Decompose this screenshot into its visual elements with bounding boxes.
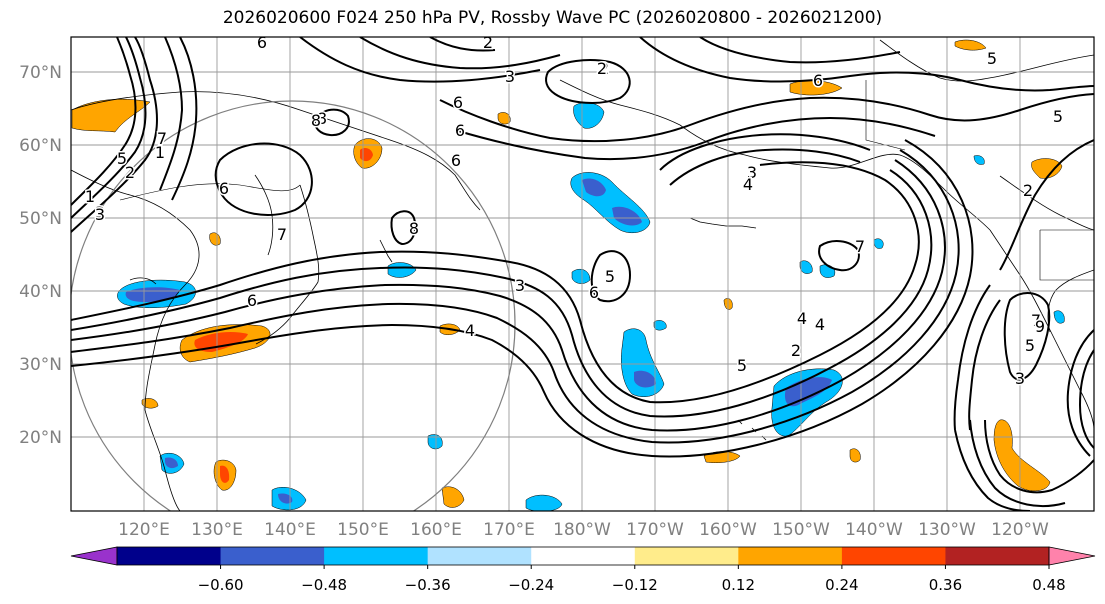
contour-label: 1 bbox=[85, 187, 95, 206]
contour-label: 3 bbox=[515, 276, 525, 295]
lat-label-70: 70°N bbox=[19, 63, 62, 83]
colorbar-tick-label: −0.24 bbox=[508, 576, 554, 594]
colorbar-cell bbox=[220, 547, 325, 565]
colorbar-tick-label: −0.60 bbox=[198, 576, 244, 594]
contour-label: 1 bbox=[155, 143, 165, 162]
lon-label-130w: 130°W bbox=[918, 520, 976, 540]
plot-frame bbox=[70, 36, 1095, 512]
colorbar-tick-label: 0.48 bbox=[1032, 576, 1065, 594]
colorbar-extend-low bbox=[70, 546, 118, 566]
contour-label: 2 bbox=[1023, 181, 1033, 200]
contour-label: 6 bbox=[451, 151, 461, 170]
contour-label: 3 bbox=[1015, 369, 1025, 388]
lon-label-140w: 140°W bbox=[845, 520, 903, 540]
contour-label: 9 bbox=[1035, 317, 1045, 336]
colorbar-cell bbox=[427, 547, 532, 565]
contour-label: 7 bbox=[1031, 311, 1041, 330]
lat-label-60: 60°N bbox=[19, 136, 62, 156]
lon-label-120e: 120°E bbox=[118, 520, 170, 540]
longitude-labels: 120°E 130°E 140°E 150°E 160°E 170°E 180°… bbox=[118, 520, 1049, 540]
contour-label: 5 bbox=[117, 149, 127, 168]
contour-label: 6 bbox=[247, 291, 257, 310]
lon-label-140e: 140°E bbox=[264, 520, 316, 540]
contour-label: 6 bbox=[257, 33, 267, 52]
contour-label: 6 bbox=[589, 283, 599, 302]
colorbar-cell bbox=[324, 547, 429, 565]
contour-label: 3 bbox=[95, 205, 105, 224]
lon-label-160w: 160°W bbox=[699, 520, 757, 540]
lon-label-150e: 150°E bbox=[337, 520, 389, 540]
colorbar-cell bbox=[531, 547, 636, 565]
colorbar-tick-label: −0.48 bbox=[301, 576, 347, 594]
colorbar-extend-high bbox=[1048, 546, 1096, 566]
colorbar-cell bbox=[841, 547, 946, 565]
colorbar-cell bbox=[117, 547, 222, 565]
contour-label: 2 bbox=[599, 59, 609, 78]
colorbar-cell bbox=[738, 547, 843, 565]
colorbar-frame bbox=[116, 546, 1050, 566]
contour-label: 5 bbox=[987, 49, 997, 68]
contour-label: 3 bbox=[505, 67, 515, 86]
lon-label-160e: 160°E bbox=[410, 520, 462, 540]
colorbar: −0.60 −0.48 −0.36 −0.24 −0.12 0.12 0.24 0.36 0.4… bbox=[70, 546, 1096, 594]
contour-label: 2 bbox=[483, 33, 493, 52]
contour-label: 2 bbox=[791, 341, 801, 360]
colorbar-tick-label: −0.12 bbox=[612, 576, 658, 594]
latitude-labels: 70°N 60°N 50°N 40°N 30°N 20°N bbox=[19, 63, 62, 448]
lon-label-180w: 180°W bbox=[553, 520, 611, 540]
contour-label: 4 bbox=[797, 309, 807, 328]
colorbar-cell bbox=[634, 547, 739, 565]
contour-label: 6 bbox=[219, 179, 229, 198]
contour-label: 3 bbox=[747, 163, 757, 182]
lon-label-170e: 170°E bbox=[483, 520, 535, 540]
contour-label: 5 bbox=[1053, 107, 1063, 126]
positive-anomaly-shading bbox=[71, 39, 1063, 508]
colorbar-cells bbox=[70, 546, 1096, 566]
contour-label: 4 bbox=[815, 315, 825, 334]
colorbar-ticks: −0.60 −0.48 −0.36 −0.24 −0.12 0.12 0.24 0.36 0.4… bbox=[198, 565, 1066, 594]
lon-label-170w: 170°W bbox=[626, 520, 684, 540]
contour-label: 6 bbox=[455, 121, 465, 140]
lon-label-120w: 120°W bbox=[991, 520, 1049, 540]
lat-label-30: 30°N bbox=[19, 355, 62, 375]
contour-label: 7 bbox=[157, 129, 167, 148]
colorbar-tick-label: 0.36 bbox=[929, 576, 962, 594]
contour-label: 2 bbox=[597, 59, 607, 78]
contour-label: 7 bbox=[277, 225, 287, 244]
lon-label-150w: 150°W bbox=[772, 520, 830, 540]
contour-label: 8 bbox=[311, 111, 321, 130]
contour-label: 3 bbox=[95, 203, 105, 222]
contour-label: 6 bbox=[453, 93, 463, 112]
lat-label-20: 20°N bbox=[19, 428, 62, 448]
lat-label-40: 40°N bbox=[19, 282, 62, 302]
contour-label: 8 bbox=[317, 109, 327, 128]
contour-label: 8 bbox=[409, 219, 419, 238]
colorbar-tick-label: −0.36 bbox=[405, 576, 451, 594]
contour-label: 7 bbox=[855, 237, 865, 256]
colorbar-tick-label: 0.24 bbox=[825, 576, 858, 594]
contour-label: 4 bbox=[465, 321, 475, 340]
map-title: 2026020600 F024 250 hPa PV, Rossby Wave … bbox=[222, 8, 883, 28]
colorbar-tick-label: 0.12 bbox=[722, 576, 755, 594]
pv-contours bbox=[71, 37, 1094, 511]
colorbar-cell bbox=[945, 547, 1050, 565]
contour-label: 5 bbox=[1025, 336, 1035, 355]
contour-label: 6 bbox=[813, 71, 823, 90]
lat-label-50: 50°N bbox=[19, 209, 62, 229]
contour-label: 5 bbox=[737, 356, 747, 375]
region-circle bbox=[71, 100, 516, 511]
negative-anomaly-shading bbox=[117, 102, 1065, 511]
lon-label-130e: 130°E bbox=[191, 520, 243, 540]
contour-label: 2 bbox=[125, 163, 135, 182]
contour-label: 4 bbox=[743, 175, 753, 194]
contour-label: 5 bbox=[605, 267, 615, 286]
